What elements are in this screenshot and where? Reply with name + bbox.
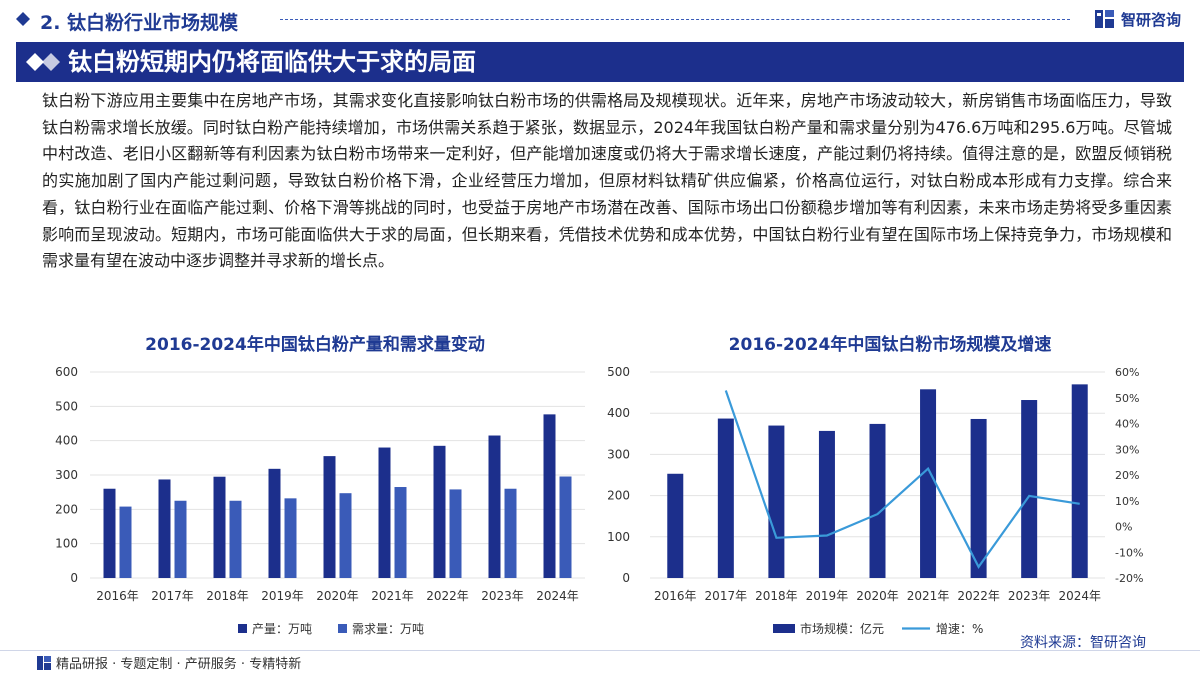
logo-mark-icon xyxy=(37,656,51,670)
bar-production xyxy=(213,476,226,578)
bar-demand xyxy=(229,500,242,578)
bar-production xyxy=(543,414,556,578)
y-tick-label-left: 200 xyxy=(607,489,630,503)
y-tick-label-right: -20% xyxy=(1115,572,1143,585)
y-tick-label-left: 500 xyxy=(607,365,630,379)
x-tick-label: 2021年 xyxy=(907,589,950,603)
bar-market-size xyxy=(970,418,987,578)
bar-market-size xyxy=(869,423,886,578)
body-paragraph: 钛白粉下游应用主要集中在房地产市场，其需求变化直接影响钛白粉市场的供需格局及规模… xyxy=(42,91,1172,271)
bar-demand xyxy=(449,489,462,578)
y-tick-label-right: 0% xyxy=(1115,521,1132,534)
x-tick-label: 2021年 xyxy=(371,589,414,603)
y-tick-label-right: 30% xyxy=(1115,443,1139,456)
bar-market-size xyxy=(667,473,684,578)
bar-market-size xyxy=(818,430,835,578)
y-tick-label-right: 60% xyxy=(1115,366,1139,379)
x-tick-label: 2024年 xyxy=(536,589,579,603)
y-tick-label: 100 xyxy=(55,537,78,551)
bar-production xyxy=(103,488,116,578)
y-tick-label: 300 xyxy=(55,468,78,482)
bar-production xyxy=(488,435,501,578)
legend-label: 需求量：万吨 xyxy=(352,622,424,636)
footer-divider xyxy=(0,650,1200,651)
y-tick-label: 0 xyxy=(70,571,78,585)
x-tick-label: 2020年 xyxy=(316,589,359,603)
y-tick-label: 400 xyxy=(55,434,78,448)
legend-label: 产量：万吨 xyxy=(252,622,312,636)
y-tick-label-left: 300 xyxy=(607,447,630,461)
legend-swatch xyxy=(773,624,795,633)
header-divider xyxy=(280,19,1070,20)
x-tick-label: 2019年 xyxy=(261,589,304,603)
legend-swatch xyxy=(338,624,347,633)
x-tick-label: 2018年 xyxy=(206,589,249,603)
production-demand-svg: 0 100 200 300 400 500 600 2016年 2017年 2018年 2019年 2… xyxy=(55,365,585,636)
legend-label: 增速：% xyxy=(936,622,983,636)
x-tick-label: 2019年 xyxy=(806,589,849,603)
logo-text: 智研咨询 xyxy=(1121,10,1182,29)
bar-demand xyxy=(119,506,132,578)
y-tick-label-right: 50% xyxy=(1115,392,1139,405)
bar-demand xyxy=(339,493,352,578)
bar-production xyxy=(433,445,446,578)
x-tick-label: 2023年 xyxy=(481,589,524,603)
x-tick-label: 2017年 xyxy=(151,589,194,603)
bar-production xyxy=(323,456,336,578)
bar-production xyxy=(268,468,281,578)
y-tick-label-right: 40% xyxy=(1115,418,1139,431)
chart-title: 2016-2024年中国钛白粉产量和需求量变动 xyxy=(145,335,485,355)
x-tick-label: 2016年 xyxy=(654,589,697,603)
company-logo: 智研咨询 xyxy=(1094,7,1181,31)
x-tick-label: 2023年 xyxy=(1008,589,1051,603)
bar-demand xyxy=(559,476,572,578)
bar-demand xyxy=(284,498,297,578)
market-size-chart: 2016-2024年中国钛白粉市场规模及增速 0 100 200 300 400 500 -… xyxy=(590,330,1190,650)
y-tick-label-left: 0 xyxy=(622,571,630,585)
data-source: 资料来源：智研咨询 xyxy=(1020,635,1146,651)
x-tick-label: 2024年 xyxy=(1058,589,1101,603)
bar-production xyxy=(158,479,171,578)
bar-production xyxy=(378,447,391,578)
legend-label: 市场规模：亿元 xyxy=(800,621,884,636)
y-tick-label: 600 xyxy=(55,365,78,379)
y-tick-label-right: 20% xyxy=(1115,469,1139,482)
bar-market-size xyxy=(768,425,785,578)
bar-market-size xyxy=(920,389,937,578)
bar-demand xyxy=(394,487,407,578)
x-tick-label: 2016年 xyxy=(96,589,139,603)
legend-swatch xyxy=(238,624,247,633)
x-tick-label: 2020年 xyxy=(856,589,899,603)
bar-market-size xyxy=(717,418,734,578)
x-tick-label: 2022年 xyxy=(426,589,469,603)
x-tick-label: 2022年 xyxy=(957,589,1000,603)
x-tick-label: 2017年 xyxy=(705,589,748,603)
footer-services: 精品研报 · 专题定制 · 产研服务 · 专精特新 xyxy=(56,657,302,672)
y-tick-label-left: 100 xyxy=(607,530,630,544)
growth-rate-line xyxy=(724,390,1080,570)
footer: 精品研报 · 专题定制 · 产研服务 · 专精特新 xyxy=(0,650,1200,674)
top-header: 2. 钛白粉行业市场规模 智研咨询 xyxy=(0,0,1200,40)
market-size-svg: 0 100 200 300 400 500 -20% -10% 0% 10% 20% 30% 40% 50… xyxy=(607,365,1143,636)
x-tick-label: 2018年 xyxy=(755,589,798,603)
y-tick-label-left: 400 xyxy=(607,406,630,420)
bar-demand xyxy=(174,500,187,578)
bar-demand xyxy=(504,488,517,578)
title-banner: 钛白粉短期内仍将面临供大于求的局面 xyxy=(16,42,1184,82)
banner-title: 钛白粉短期内仍将面临供大于求的局面 xyxy=(68,48,476,76)
y-tick-label-right: 10% xyxy=(1115,495,1139,508)
section-title: 2. 钛白粉行业市场规模 xyxy=(40,12,239,34)
logo-mark-icon xyxy=(1095,10,1114,28)
bar-market-size xyxy=(1071,384,1088,578)
y-tick-label: 200 xyxy=(55,502,78,516)
y-tick-label: 500 xyxy=(55,399,78,413)
double-diamond-icon xyxy=(26,53,60,71)
diamond-icon xyxy=(16,12,30,26)
y-tick-label-right: -10% xyxy=(1115,546,1143,559)
chart-title: 2016-2024年中国钛白粉市场规模及增速 xyxy=(728,335,1052,355)
production-demand-chart: 2016-2024年中国钛白粉产量和需求量变动 0 100 200 300 400 500… xyxy=(20,330,610,650)
bar-market-size xyxy=(1021,400,1038,578)
